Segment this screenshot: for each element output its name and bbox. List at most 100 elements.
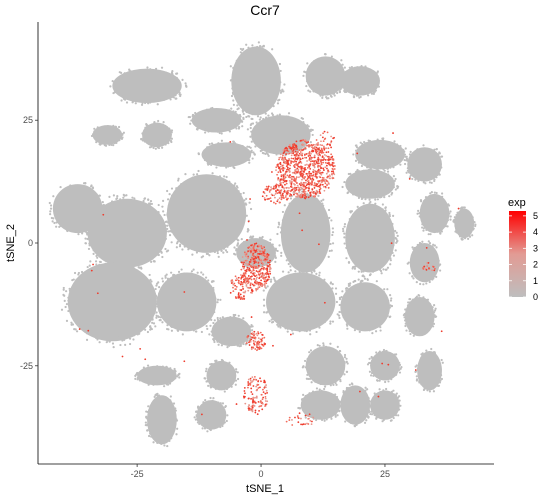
cell-point [250, 130, 253, 133]
cell-point [222, 247, 226, 250]
expressing-cell-point [297, 168, 300, 171]
cell-point [397, 145, 400, 148]
cell-point [184, 82, 187, 85]
cell-point [329, 322, 332, 325]
cell-point [285, 115, 288, 118]
cell-point [358, 96, 361, 99]
expressing-cell-point [257, 342, 260, 345]
cell-point [394, 177, 397, 181]
cell-point [157, 394, 161, 397]
cell-point [204, 318, 207, 321]
cell-point [361, 197, 364, 200]
cell-point [127, 265, 130, 268]
cell-point [175, 187, 178, 190]
cell-point [256, 115, 260, 118]
cell-point [65, 290, 68, 293]
cell-point [408, 153, 412, 156]
expressing-cell-point [257, 337, 260, 340]
expressing-cell-point [311, 177, 314, 180]
cell-point [146, 429, 149, 432]
cell-point [312, 60, 316, 63]
expressing-cell-point [245, 253, 248, 256]
expressing-cell-point [257, 271, 259, 273]
cell-point [331, 231, 335, 234]
cell-point [460, 206, 463, 210]
cell-point [72, 310, 75, 313]
cell-point [436, 384, 440, 387]
cell-point [275, 153, 278, 156]
expressing-cell-point [254, 340, 257, 343]
cell-point [195, 127, 199, 131]
cell-point [220, 344, 224, 347]
expressing-cell-point [307, 415, 309, 417]
expressing-cell-point [432, 265, 434, 268]
cell-point [119, 198, 122, 201]
cell-point [221, 242, 225, 246]
cell-point [398, 363, 402, 366]
cell-point [338, 91, 341, 94]
expressing-cell-point [261, 337, 264, 340]
cell-point [171, 228, 174, 232]
cell-point [403, 150, 406, 153]
expressing-cell-point [262, 388, 264, 391]
cell-point [262, 304, 266, 307]
cell-point [200, 330, 203, 334]
expressing-cell-point [251, 260, 253, 262]
cell-point [142, 279, 145, 282]
cell-point [131, 196, 134, 199]
cell-point [207, 313, 211, 316]
expressing-cell-point [305, 156, 308, 159]
cell-point [441, 192, 444, 195]
expressing-cell-point [263, 343, 266, 346]
cell-point [323, 385, 327, 388]
cell-point [406, 262, 409, 265]
cell-point [363, 208, 366, 211]
cell-point [156, 392, 159, 395]
cell-point [169, 93, 172, 97]
cell-point [417, 332, 420, 335]
cell-point [98, 263, 101, 266]
cell-point [282, 243, 285, 246]
cell-point [306, 136, 309, 139]
cell-point [281, 210, 285, 214]
cell-point [237, 107, 240, 110]
cell-point [205, 324, 208, 328]
cell-point [226, 250, 229, 254]
cell-point [353, 424, 356, 428]
cell-point [418, 243, 421, 246]
expressing-cell-point [323, 301, 326, 304]
cell-point [155, 282, 159, 285]
cell-point [334, 415, 337, 418]
cell-point [150, 305, 153, 308]
cell-point [67, 299, 70, 302]
cell-point [264, 152, 267, 155]
cell-point [192, 268, 195, 271]
cell-point [395, 231, 398, 234]
cell-point [311, 128, 314, 132]
cell-point [196, 419, 200, 422]
cell-point [170, 140, 173, 144]
cell-point [173, 228, 177, 231]
cell-point [404, 147, 407, 150]
cell-point [235, 370, 238, 373]
cell-point [232, 110, 235, 113]
cell-point [439, 232, 442, 235]
cell-point [141, 101, 144, 105]
cell-point [165, 220, 168, 223]
cell-point [96, 338, 99, 341]
cell-point [375, 351, 378, 354]
expressing-cell-point [288, 159, 291, 162]
cell-point [342, 229, 345, 233]
cluster-body [417, 351, 442, 391]
cell-point [395, 162, 398, 165]
legend-tick-label: 2 [533, 260, 538, 270]
cell-point [351, 267, 354, 270]
cell-point [208, 162, 211, 166]
cell-point [329, 281, 333, 284]
cell-point [302, 74, 305, 77]
expressing-cell-point [304, 197, 307, 200]
cell-point [146, 423, 149, 426]
cell-point [377, 81, 380, 85]
cell-point [302, 121, 305, 124]
